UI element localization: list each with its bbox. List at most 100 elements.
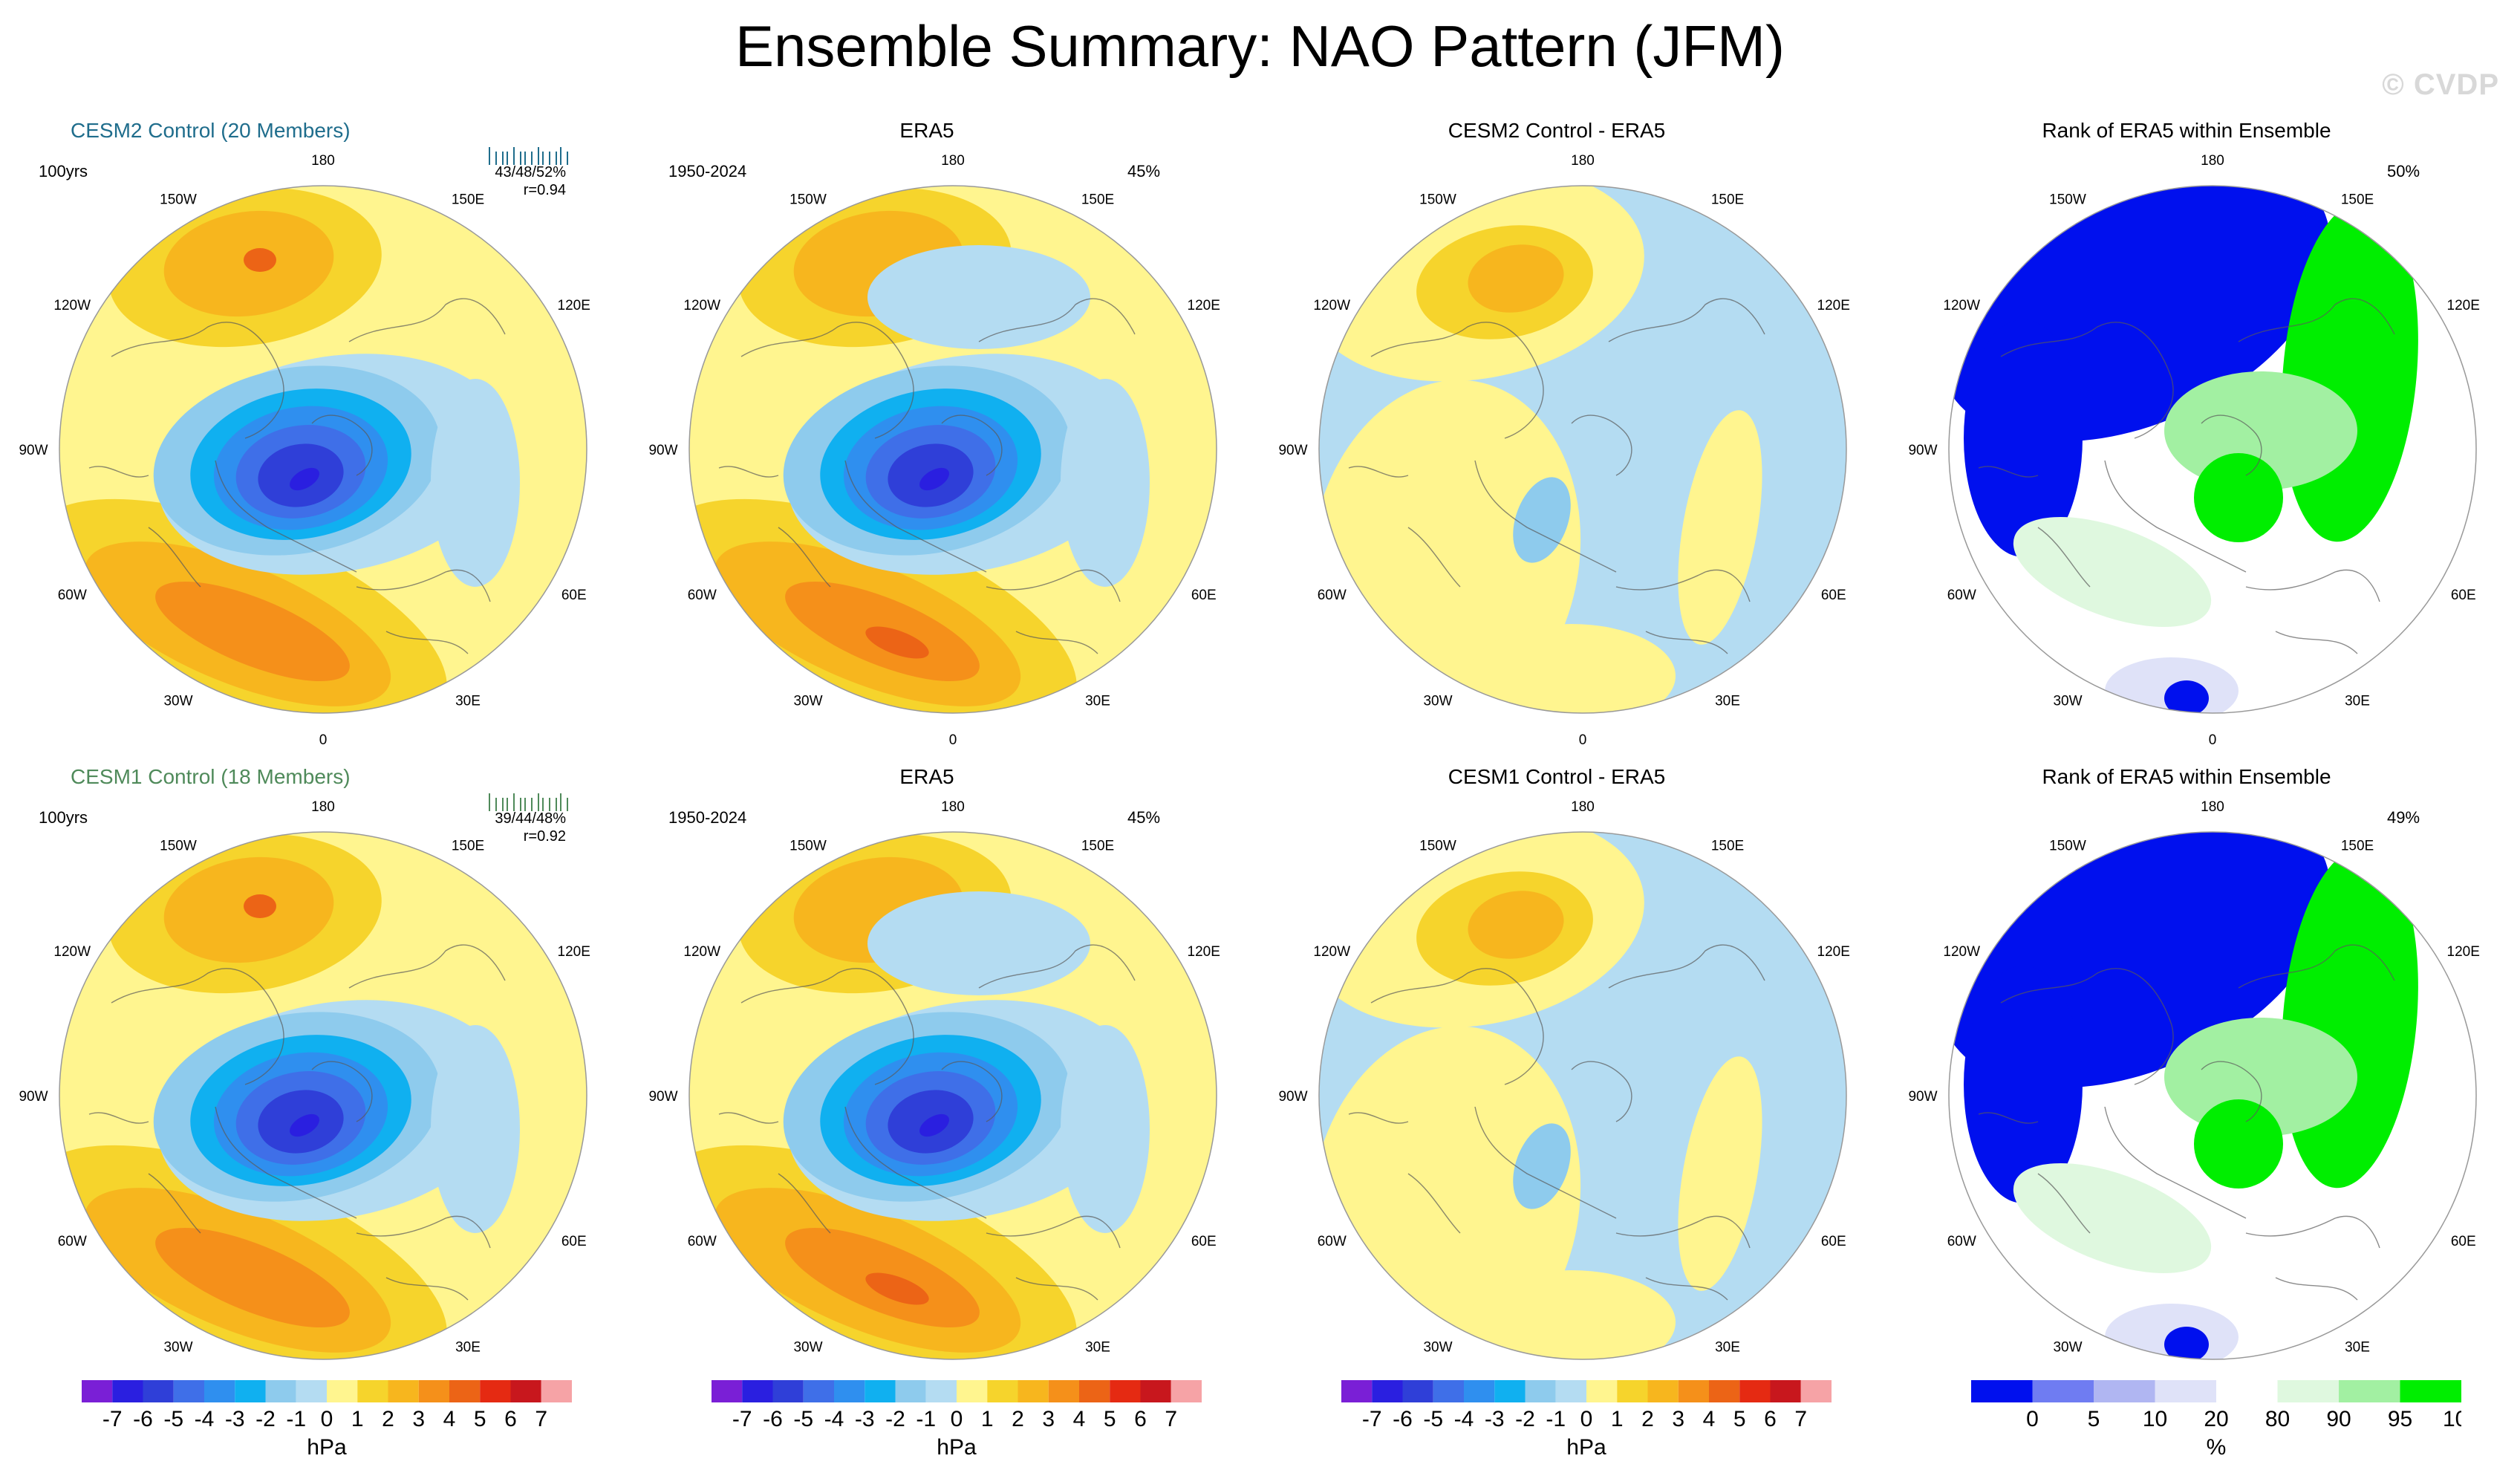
rank-title: Rank of ERA5 within Ensemble: [2042, 119, 2331, 142]
colorbar-swatch: [418, 1380, 449, 1402]
colorbar-swatch: [865, 1380, 896, 1402]
colorbar-tick-label: 6: [504, 1407, 517, 1431]
colorbar-tick-label: -3: [1485, 1407, 1505, 1431]
colorbar-units: hPa: [307, 1435, 347, 1460]
lon-label: 150W: [789, 838, 827, 853]
colorbar-rank: 0 5 10 20 80 90 95 100%: [1971, 1380, 2480, 1469]
map-panel-diff-row2: 180150E120E90E60E30E030W60W90W120W150WCE…: [1260, 758, 1854, 1411]
map-panel-rank-row1: 180150E120E90E60E30E030W60W90W120W150WRa…: [1889, 111, 2484, 765]
colorbar-tick-label: -1: [286, 1407, 306, 1431]
colorbar-tick-label: 5: [474, 1407, 486, 1431]
colorbar-swatch: [82, 1380, 113, 1402]
lon-label: 0: [1579, 732, 1587, 748]
lon-label: 60E: [2451, 588, 2476, 603]
map-panel-model-row1: 180150E120E90E60E30E030W60W90W120W150WCE…: [0, 111, 594, 765]
colorbar-swatch: [541, 1380, 572, 1402]
lon-label: 180: [1571, 799, 1595, 815]
lon-label: 90W: [648, 443, 677, 458]
colorbar-hpa-3: -7 -6 -5 -4 -3 -2 -1 0 1 2 3 4 5 6 7 hPa: [1341, 1380, 1832, 1469]
colorbar-swatch: [803, 1380, 834, 1402]
colorbar-tick-label: 0: [1580, 1407, 1593, 1431]
colorbar-tick-label: 2: [1641, 1407, 1654, 1431]
lon-label: 120W: [1943, 298, 1980, 313]
obs-map: 180150E120E90E60E30E030W60W90W120W150W: [648, 799, 1220, 1394]
colorbar-tick-label: -7: [1362, 1407, 1382, 1431]
colorbar-swatch: [2216, 1380, 2278, 1402]
colorbar-swatch: [1372, 1380, 1403, 1402]
map-panel-obs-row1: 180150E120E90E60E30E030W60W90W120W150WER…: [630, 111, 1224, 765]
colorbar-tick-label: 100: [2443, 1407, 2461, 1431]
rank-pct: 50%: [2387, 162, 2420, 181]
colorbar-swatch: [2400, 1380, 2461, 1402]
lon-label: 30E: [2345, 694, 2370, 709]
obs-pct-variance: 45%: [1127, 808, 1161, 827]
colorbar-swatch: [1525, 1380, 1556, 1402]
colorbar-tick-label: 80: [2265, 1407, 2290, 1431]
colorbar-swatch: [2094, 1380, 2155, 1402]
lon-label: 150W: [160, 192, 197, 207]
lon-label: 90W: [19, 443, 48, 458]
model-stats: 39/44/48% r=0.92: [417, 810, 566, 845]
lon-label: 30W: [163, 1340, 192, 1356]
colorbar-swatch: [1586, 1380, 1618, 1402]
colorbar-swatch: [510, 1380, 541, 1402]
lon-label: 90W: [1278, 1089, 1307, 1105]
colorbar-swatch: [1678, 1380, 1709, 1402]
lon-label: 90W: [1908, 1089, 1937, 1105]
lon-label: 90W: [19, 1089, 48, 1105]
pattern-correlation: r=0.92: [523, 828, 566, 845]
lon-label: 150E: [1081, 838, 1114, 853]
model-stats: 43/48/52% r=0.94: [417, 163, 566, 199]
colorbar-tick-label: 4: [1703, 1407, 1716, 1431]
colorbar-tick-label: -3: [225, 1407, 245, 1431]
colorbar-swatch: [925, 1380, 957, 1402]
colorbar-tick-label: 7: [1165, 1407, 1177, 1431]
lon-label: 30E: [2345, 1340, 2370, 1356]
colorbar-swatch: [1171, 1380, 1202, 1402]
lon-label: 150E: [452, 838, 484, 853]
colorbar-tick-label: -4: [824, 1407, 844, 1431]
colorbar-swatch: [1800, 1380, 1832, 1402]
lon-label: 60W: [58, 588, 87, 603]
colorbar-tick-label: 0: [321, 1407, 333, 1431]
map-panel-rank-row2: 180150E120E90E60E30E030W60W90W120W150WRa…: [1889, 758, 2484, 1411]
colorbar-swatch: [712, 1380, 743, 1402]
lon-label: 150E: [2341, 192, 2374, 207]
lon-label: 180: [2201, 153, 2224, 169]
lon-label: 30W: [1423, 694, 1452, 709]
lon-label: 150W: [1419, 192, 1456, 207]
lon-label: 150E: [452, 192, 484, 207]
colorbar-tick-label: -6: [1393, 1407, 1413, 1431]
colorbar-swatch: [204, 1380, 235, 1402]
diff-map: 180150E120E90E60E30E030W60W90W120W150W: [1278, 153, 1849, 748]
colorbar-swatch: [327, 1380, 358, 1402]
colorbar-tick-label: 7: [535, 1407, 547, 1431]
lon-label: 120W: [683, 298, 720, 313]
lon-label: 180: [311, 799, 335, 815]
colorbar-swatch: [296, 1380, 327, 1402]
obs-title: ERA5: [899, 765, 954, 788]
lon-label: 30W: [163, 694, 192, 709]
lon-label: 180: [1571, 153, 1595, 169]
colorbar-tick-label: -4: [195, 1407, 215, 1431]
pc-range: 39/44/48%: [495, 810, 566, 827]
colorbar-tick-label: -7: [732, 1407, 752, 1431]
colorbar-tick-label: -7: [102, 1407, 123, 1431]
lon-label: 150E: [1711, 192, 1744, 207]
colorbar-swatch: [1018, 1380, 1049, 1402]
colorbar-swatch: [357, 1380, 388, 1402]
lon-label: 90W: [1278, 443, 1307, 458]
lon-label: 120E: [1188, 298, 1220, 313]
colorbar-tick-label: 90: [2326, 1407, 2351, 1431]
lon-label: 30W: [2053, 1340, 2082, 1356]
colorbar-swatch: [143, 1380, 174, 1402]
lon-label: 120E: [2447, 298, 2480, 313]
colorbar-swatch: [1617, 1380, 1648, 1402]
lon-label: 30W: [793, 1340, 822, 1356]
lon-label: 60E: [2451, 1234, 2476, 1249]
lon-label: 60W: [1318, 1234, 1347, 1249]
lon-label: 30E: [1085, 1340, 1110, 1356]
lon-label: 150W: [789, 192, 827, 207]
colorbar-swatch: [480, 1380, 511, 1402]
colorbar-tick-label: 4: [443, 1407, 456, 1431]
